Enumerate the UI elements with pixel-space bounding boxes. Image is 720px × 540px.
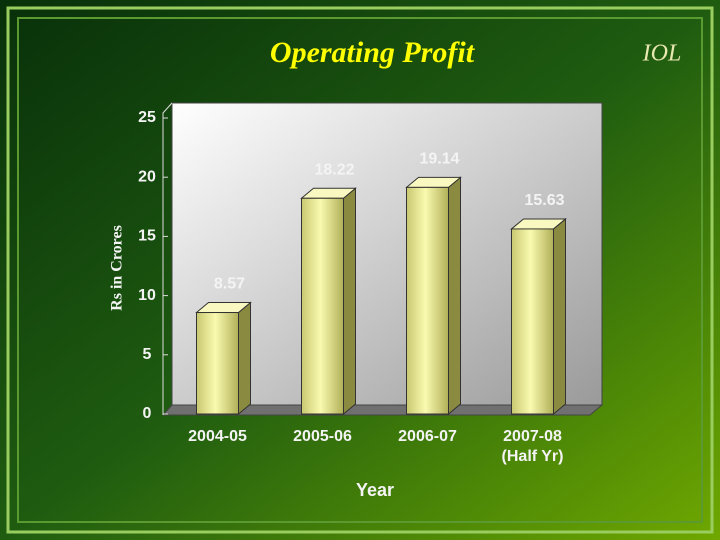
x-tick-label: 2005-06 [293, 428, 352, 445]
bar [196, 312, 239, 415]
x-tick-label: 2004-05 [188, 428, 247, 445]
plot-floor [161, 404, 604, 416]
frame [6, 6, 714, 534]
x-tick-label: 2007-08 (Half Yr) [501, 428, 564, 465]
data-label: 15.63 [524, 192, 564, 209]
y-tick-label: 25 [138, 109, 156, 126]
data-label: 19.14 [419, 151, 459, 168]
bar-side [238, 301, 251, 416]
y-tick-label: 0 [143, 405, 152, 422]
logo: IOL [642, 41, 682, 67]
x-tick-label: 2006-07 [398, 428, 457, 445]
data-label: 8.57 [214, 276, 245, 293]
x-axis-label: Year [356, 480, 394, 500]
y-tick-label: 20 [138, 168, 156, 185]
bar-side [553, 217, 566, 416]
data-label: 18.22 [314, 161, 354, 178]
bar-side [448, 176, 461, 416]
bar-side [343, 187, 356, 416]
chart-title: Operating Profit [270, 36, 476, 69]
frame [17, 17, 703, 523]
axis-line [162, 102, 173, 415]
bar [406, 186, 449, 415]
bar [511, 228, 554, 415]
bar [301, 197, 344, 415]
y-tick-label: 10 [138, 287, 156, 304]
y-tick-label: 15 [138, 228, 156, 245]
y-axis-label: Rs in Crores [109, 225, 126, 311]
y-tick-label: 5 [143, 346, 152, 363]
